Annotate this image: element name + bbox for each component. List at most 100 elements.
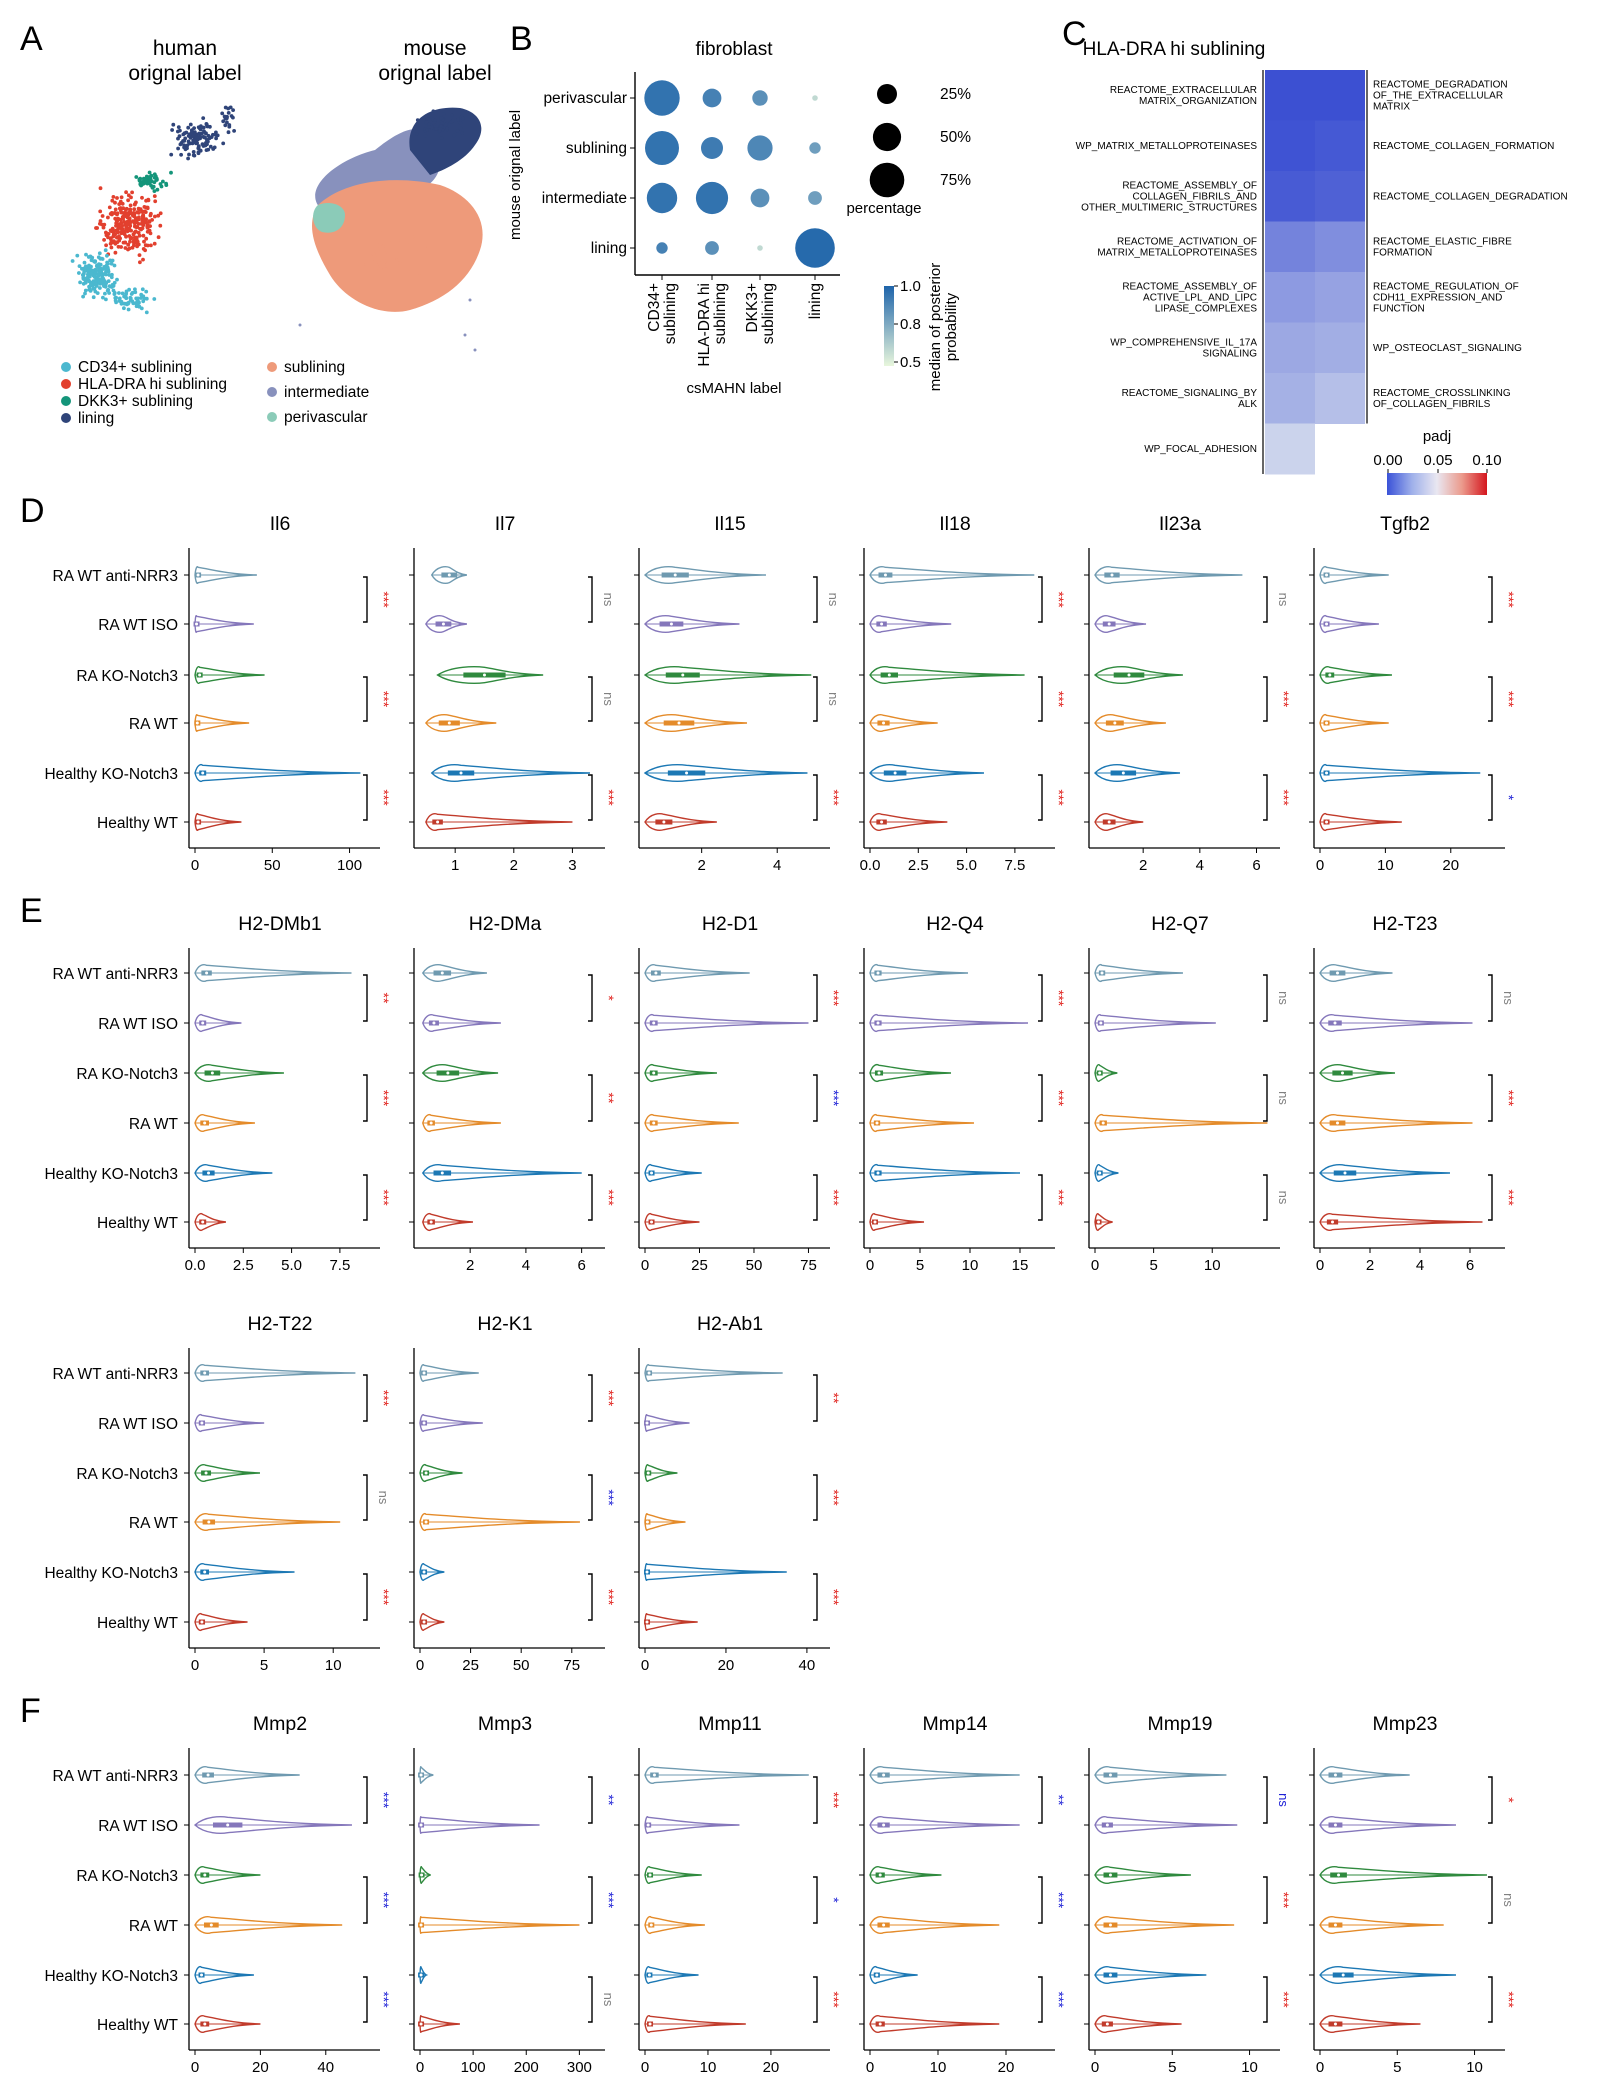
gene-violin-il6: Il6 0 50 100 *** *** *** (184, 513, 392, 874)
significance-label: *** (826, 990, 842, 1007)
dotplot-col-label: CD34+sublining (646, 283, 679, 344)
human-cell-point (182, 139, 187, 143)
violin-shape (644, 1014, 809, 1032)
heatmap-left-term: REACTOME_EXTRACELLULAR MATRIX_ORGANIZATIO… (1110, 85, 1257, 107)
violin-median (1108, 1773, 1112, 1777)
human-cell-point (144, 296, 149, 301)
violin-median (650, 1220, 654, 1224)
violin-median (432, 1021, 436, 1025)
violin-x-tick-label: 5 (260, 1657, 268, 1674)
human-cell-point (100, 273, 104, 277)
violin-median (1113, 721, 1117, 725)
perivascular-region (313, 203, 345, 233)
gene-title: Il15 (714, 513, 746, 535)
human-cell-point (117, 291, 121, 295)
legend-label: sublining (284, 359, 345, 376)
human-cell-point (129, 228, 134, 233)
mouse-lining-point (415, 118, 420, 122)
group-label: RA WT (129, 716, 179, 733)
legend-swatch (61, 362, 71, 372)
violin-median (878, 1873, 882, 1877)
human-cell-point (131, 219, 135, 224)
violin-x-tick-label: 75 (800, 1257, 817, 1274)
human-cell-point (164, 183, 169, 188)
violin-x-tick-label: 200 (514, 2059, 539, 2076)
heatmap-left-term: REACTOME_ACTIVATION_OF MATRIX_METALLOPROT… (1097, 236, 1257, 258)
human-cell-point (120, 201, 125, 206)
mouse-outlier-point (463, 333, 467, 337)
violin-shape (194, 1164, 273, 1182)
human-cell-point (95, 226, 99, 230)
comparison-bracket (813, 1573, 818, 1621)
human-cell-point (137, 207, 142, 212)
dotplot-dot (646, 182, 678, 214)
violin-median (1341, 1071, 1344, 1075)
group-label: Healthy KO-Notch3 (44, 1968, 178, 1985)
violin-median (203, 1873, 207, 1877)
violin-median (1108, 1973, 1112, 1977)
significance-label: *** (376, 1589, 392, 1606)
heatmap-term-line: REACTOME_ASSEMBLY_OF (1122, 180, 1257, 191)
comparison-bracket (813, 1374, 818, 1422)
size-legend-title: percentage (846, 200, 921, 217)
violin-median (883, 573, 887, 577)
human-cell-point (227, 123, 232, 127)
mouse-sublining-point (371, 251, 375, 256)
heatmap-term-line: FORMATION (1373, 247, 1432, 258)
mouse-sublining-point (413, 257, 417, 261)
violin-x-tick-label: 4 (1416, 1257, 1424, 1274)
human-cell-point (231, 115, 235, 120)
violin-x-tick-label: 5 (916, 1257, 924, 1274)
human-cell-point (114, 223, 118, 228)
heatmap-term-line: ACTIVE_LPL_AND_LIPC (1143, 292, 1257, 303)
heatmap-term-line: FUNCTION (1373, 303, 1425, 314)
gene-title: H2-T22 (247, 1313, 312, 1335)
human-cell-point (135, 210, 140, 215)
gene-violin-h2-q7: H2-Q7 0 5 10 ns ns ns (1084, 913, 1291, 1274)
violin-shape (1319, 1866, 1487, 1884)
human-cell-point (144, 310, 149, 315)
mouse-lining-point (444, 122, 449, 127)
violin-shape (1094, 2015, 1182, 2033)
human-cell-point (86, 255, 91, 259)
violin-median (200, 1973, 204, 1977)
gene-title: Tgfb2 (1380, 513, 1430, 535)
violin-median (646, 1471, 650, 1475)
group-label: Healthy WT (97, 815, 178, 832)
mouse-lining-point (439, 124, 443, 128)
heatmap-right-term: REACTOME_COLLAGEN_FORMATION (1373, 141, 1554, 152)
mouse-sublining-point (405, 264, 410, 269)
violin-median (436, 820, 440, 824)
group-label: RA WT ISO (98, 617, 178, 634)
violin-x-tick-label: 50 (264, 857, 281, 874)
group-label: RA WT anti-NRR3 (53, 1366, 178, 1383)
human-cell-point (104, 270, 108, 274)
heatmap-term-line: REACTOME_REGULATION_OF (1373, 281, 1519, 292)
comparison-bracket (1038, 576, 1043, 623)
violin-median (200, 1421, 204, 1425)
violin-median (203, 1570, 207, 1574)
legend-swatch (267, 387, 277, 397)
violin-median (203, 1371, 207, 1375)
violin-x-tick-label: 10 (962, 1257, 979, 1274)
human-cell-point (226, 130, 231, 135)
violin-x-tick-label: 50 (513, 1657, 530, 1674)
human-cell-point (142, 205, 147, 209)
violin-median (648, 2022, 652, 2026)
human-cell-point (70, 259, 75, 263)
violin-median (447, 573, 451, 577)
human-cell-point (124, 190, 128, 195)
violin-median (1108, 1923, 1112, 1927)
human-cell-point (132, 207, 137, 212)
comparison-bracket (1263, 974, 1268, 1022)
violin-shape (425, 813, 573, 831)
violin-median (880, 820, 884, 824)
human-cell-point (89, 264, 93, 269)
violin-x-tick-label: 0 (416, 1657, 424, 1674)
gene-violin-mmp19: Mmp19 0 5 10 ns *** *** (1084, 1713, 1292, 2076)
human-cell-point (182, 145, 187, 150)
mouse-sublining-point (382, 264, 386, 269)
size-legend-dot (877, 84, 897, 104)
heatmap-term-line: COLLAGEN_FIBRILS_AND (1133, 191, 1258, 202)
